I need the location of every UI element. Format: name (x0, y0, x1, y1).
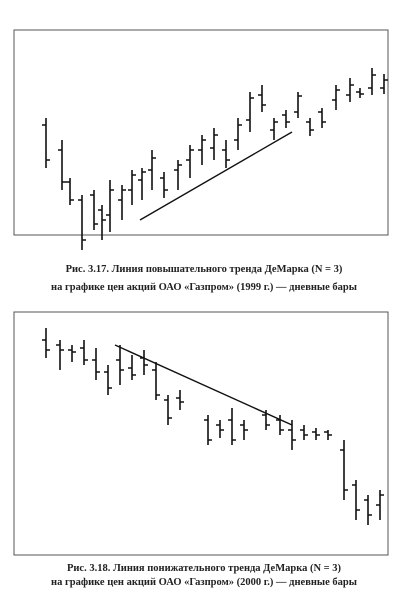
caption-line: на графике цен акций ОАО «Газпром» (1999… (51, 282, 357, 293)
caption-line: на графике цен акций ОАО «Газпром» (2000… (51, 577, 357, 588)
trend-line (114, 344, 293, 426)
figure-1: Рис. 3.17. Линия повышательного тренда Д… (13, 29, 389, 293)
caption-line: Рис. 3.18. Линия понижательного тренда Д… (67, 563, 342, 574)
price-bars (42, 68, 388, 250)
chart-grid (13, 311, 389, 556)
chart-grid (13, 29, 389, 236)
caption-line: Рис. 3.17. Линия повышательного тренда Д… (66, 264, 343, 275)
figure-2: Рис. 3.18. Линия понижательного тренда Д… (13, 311, 389, 588)
trend-line (139, 131, 293, 221)
price-bars (42, 328, 384, 525)
